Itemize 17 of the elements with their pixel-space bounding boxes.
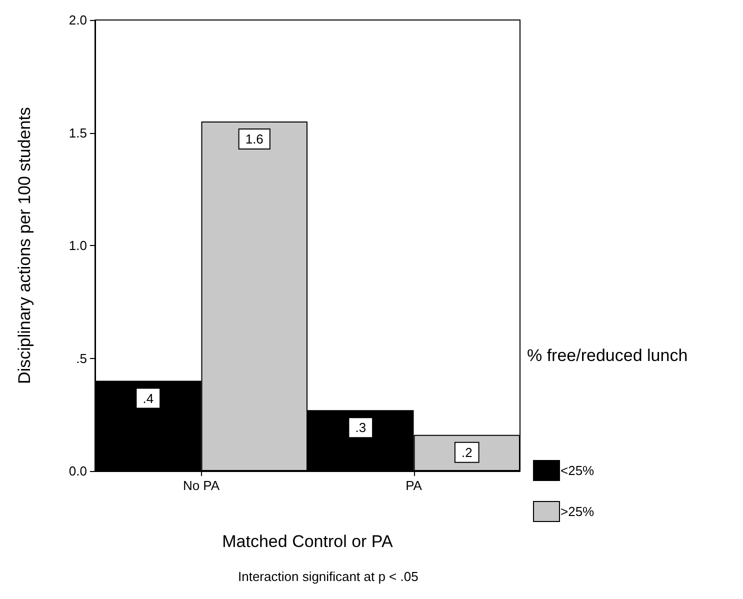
legend-label: <25% [560, 463, 595, 478]
legend-title: % free/reduced lunch [527, 346, 688, 365]
data-label: .4 [142, 390, 154, 406]
x-axis-title: Matched Control or PA [222, 532, 394, 551]
legend-label: >25% [560, 504, 595, 519]
text: Interaction significant at p < .05 [238, 569, 418, 584]
x-tick-label: PA [406, 478, 422, 493]
data-label: .3 [355, 420, 366, 436]
y-tick-label: 2.0 [68, 12, 87, 28]
data-label: .2 [461, 444, 472, 460]
y-tick-label: 0.0 [68, 464, 87, 478]
y-tick-label: 1.5 [68, 125, 87, 140]
y-tick-label: 1.0 [68, 238, 87, 253]
data-label: 1.6 [245, 131, 264, 146]
y-tick-label: .5 [76, 350, 87, 366]
y-axis-title: Disciplinary actions per 100 students [15, 107, 34, 384]
x-tick-label: No PA [182, 478, 220, 493]
